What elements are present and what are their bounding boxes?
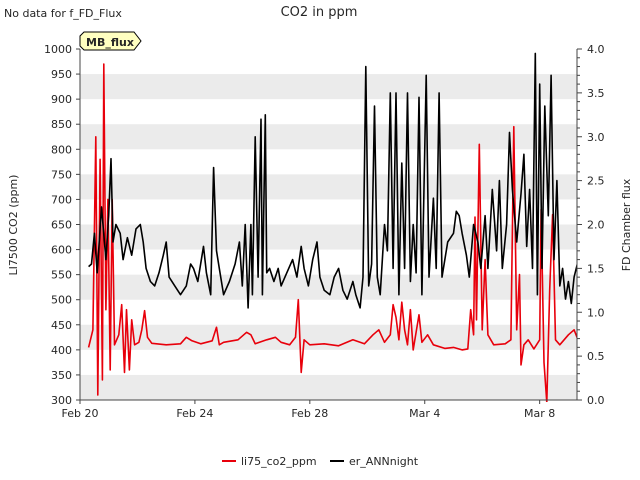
right-tick-label: 3.0 — [587, 131, 605, 144]
right-tick-label: 2.0 — [587, 219, 605, 232]
left-tick-label: 650 — [51, 219, 72, 232]
chart-title: CO2 in ppm — [281, 5, 358, 20]
right-tick-label: 0.5 — [587, 350, 605, 363]
series-layer — [87, 52, 577, 402]
grid-band — [80, 174, 577, 200]
left-axis-label: LI7500 CO2 (ppm) — [7, 175, 20, 276]
right-tick-label: 1.0 — [587, 306, 605, 319]
left-tick-label: 300 — [51, 394, 72, 407]
x-tick-label: Feb 28 — [291, 407, 328, 420]
series-line-li75_co2_ppm — [87, 63, 577, 402]
left-tick-label: 1000 — [44, 43, 72, 56]
left-tick-label: 900 — [51, 93, 72, 106]
mb-flux-badge: MB_flux — [79, 31, 142, 51]
x-tick-label: Mar 4 — [409, 407, 440, 420]
left-tick-label: 400 — [51, 344, 72, 357]
left-tick-label: 550 — [51, 269, 72, 282]
legend: li75_co2_ppm er_ANNnight — [222, 455, 419, 468]
left-tick-label: 800 — [51, 143, 72, 156]
status-note: No data for f_FD_Flux — [4, 7, 122, 20]
x-tick-label: Mar 8 — [524, 407, 555, 420]
grid-band — [80, 74, 577, 100]
grid-band — [80, 124, 577, 150]
legend-label-er: er_ANNnight — [349, 455, 419, 468]
grid-band — [80, 224, 577, 250]
right-tick-label: 0.0 — [587, 394, 605, 407]
left-tick-label: 500 — [51, 294, 72, 307]
right-tick-label: 4.0 — [587, 43, 605, 56]
left-tick-label: 600 — [51, 244, 72, 257]
right-tick-label: 1.5 — [587, 262, 605, 275]
right-axis-label: FD Chamber flux — [620, 178, 633, 271]
x-tick-label: Feb 24 — [176, 407, 213, 420]
right-tick-label: 2.5 — [587, 175, 605, 188]
legend-label-li75: li75_co2_ppm — [241, 455, 317, 468]
left-tick-label: 950 — [51, 68, 72, 81]
grid-bands — [80, 49, 577, 400]
right-tick-label: 3.5 — [587, 87, 605, 100]
left-tick-label: 850 — [51, 118, 72, 131]
left-tick-label: 450 — [51, 319, 72, 332]
x-tick-label: Feb 20 — [62, 407, 99, 420]
left-tick-label: 350 — [51, 369, 72, 382]
left-tick-label: 700 — [51, 193, 72, 206]
axes-layer: 300 350 400 450 500 550 600 650 700 750 800 850 900 9… — [44, 43, 605, 420]
grid-band — [80, 274, 577, 300]
grid-band — [80, 324, 577, 350]
series-line-er_ANNnight — [88, 52, 577, 309]
grid-band — [80, 374, 577, 400]
badge-label: MB_flux — [86, 36, 134, 49]
left-tick-label: 750 — [51, 168, 72, 181]
